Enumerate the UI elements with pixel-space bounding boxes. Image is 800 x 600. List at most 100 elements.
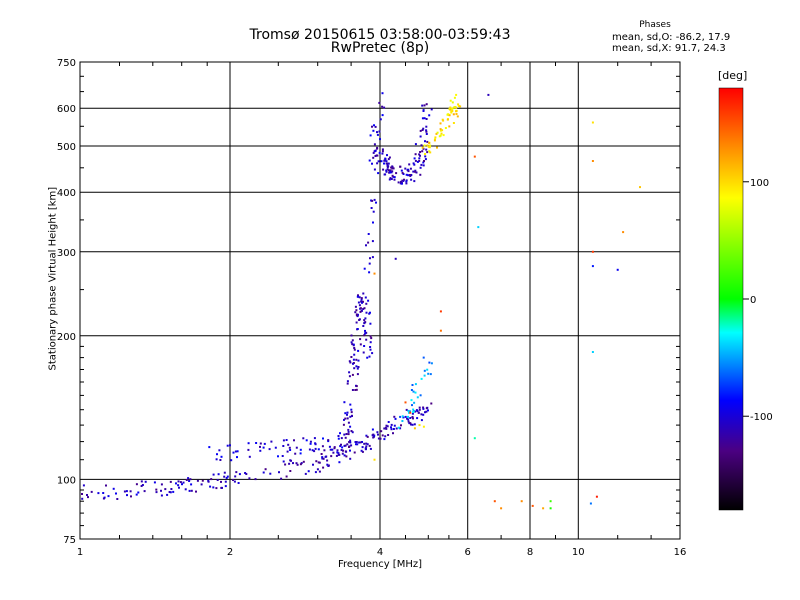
data-point [413, 163, 416, 166]
data-point [453, 106, 456, 109]
data-point [353, 367, 356, 370]
data-point [349, 425, 352, 428]
data-point [383, 106, 386, 109]
data-point [274, 446, 277, 449]
x-tick-label: 4 [377, 547, 383, 558]
data-point [373, 458, 376, 461]
data-point [427, 372, 430, 375]
data-point [140, 480, 143, 483]
data-point [352, 343, 355, 346]
data-point [381, 105, 384, 108]
data-point [399, 165, 402, 168]
data-point [247, 448, 250, 451]
data-point [262, 446, 265, 449]
data-point [201, 479, 204, 482]
data-point [277, 455, 279, 458]
data-point [360, 300, 363, 303]
data-point [289, 470, 292, 472]
data-point [317, 448, 320, 451]
data-point [422, 164, 425, 167]
data-point [87, 496, 89, 499]
phases-header: Phases [639, 20, 671, 30]
data-point [141, 484, 144, 486]
phase-o-stats: mean, sd,O: -86.2, 17.9 [612, 32, 731, 43]
data-point [299, 463, 302, 466]
data-point [448, 125, 451, 128]
data-point [305, 439, 308, 442]
data-point [207, 480, 210, 483]
data-point [220, 455, 223, 458]
data-point [426, 368, 429, 371]
data-point [331, 448, 334, 451]
data-point [422, 406, 425, 409]
data-point [235, 471, 238, 474]
data-point [322, 437, 324, 440]
data-point [166, 493, 169, 496]
data-point [415, 409, 418, 412]
data-point [212, 473, 215, 476]
data-point [389, 177, 392, 180]
data-point [107, 495, 110, 498]
data-point [196, 479, 199, 482]
data-point [349, 457, 352, 460]
data-point [450, 110, 453, 113]
data-point [369, 348, 372, 351]
data-point [367, 241, 370, 244]
data-point [295, 462, 298, 465]
data-point [360, 297, 363, 300]
data-point [377, 172, 380, 175]
data-point [376, 133, 379, 136]
data-point [355, 309, 358, 312]
data-point [393, 415, 396, 418]
data-point [378, 151, 381, 154]
data-point [259, 445, 261, 448]
data-point [343, 418, 345, 421]
data-point [356, 328, 359, 330]
data-point [364, 296, 367, 299]
data-point [234, 475, 237, 478]
data-point [343, 454, 346, 457]
data-point [391, 165, 394, 168]
data-point [309, 442, 312, 445]
data-point [378, 101, 381, 104]
data-point [402, 416, 405, 419]
data-point [363, 345, 366, 347]
data-point [411, 416, 414, 418]
data-point [419, 129, 422, 132]
data-point [332, 451, 335, 454]
data-point [354, 389, 357, 391]
data-point [379, 138, 381, 141]
data-point [390, 178, 393, 180]
data-point [218, 449, 221, 452]
data-point [405, 173, 408, 176]
data-point [295, 446, 298, 449]
data-point [413, 180, 416, 183]
data-point [382, 168, 385, 171]
data-point [125, 490, 128, 493]
data-point [384, 157, 387, 160]
data-point [369, 346, 372, 348]
data-point [368, 262, 371, 265]
data-point [373, 272, 376, 275]
data-point [549, 507, 552, 510]
data-point [421, 150, 424, 153]
data-point [376, 154, 379, 157]
data-point [386, 425, 389, 428]
data-point [353, 348, 356, 351]
data-point [411, 404, 413, 407]
data-point [371, 428, 374, 431]
data-point [426, 151, 429, 154]
data-point [340, 437, 343, 440]
data-point [365, 434, 368, 437]
data-point [244, 472, 247, 474]
colorbar-tick-label: 100 [750, 178, 769, 189]
data-point [409, 174, 411, 176]
data-point [365, 311, 368, 314]
data-point [90, 490, 93, 493]
data-point [369, 134, 372, 137]
data-point [347, 421, 350, 424]
data-point [380, 430, 383, 433]
data-point [371, 199, 374, 202]
data-point [591, 351, 594, 353]
data-point [373, 124, 375, 127]
